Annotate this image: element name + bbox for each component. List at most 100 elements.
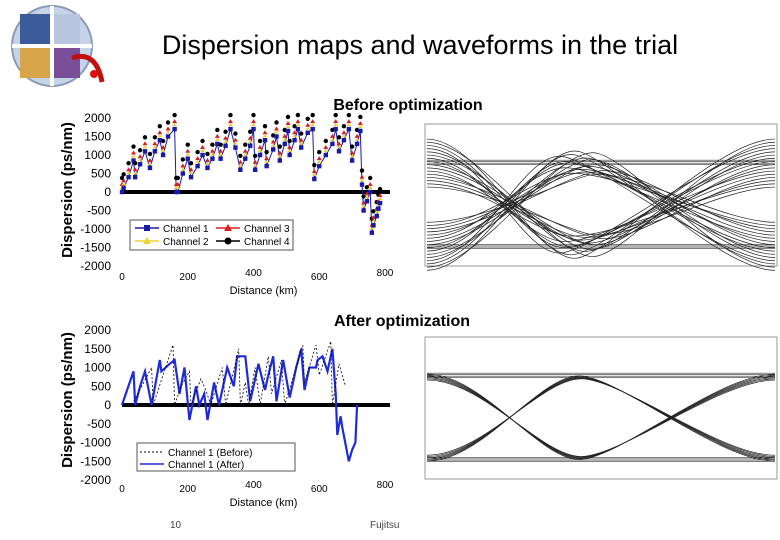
data-point-ch2 — [311, 173, 317, 177]
data-point-ch2 — [361, 204, 367, 208]
data-point-ch4 — [132, 161, 138, 166]
data-point-ch2 — [305, 126, 311, 130]
y-tick-label: 1000 — [84, 148, 111, 162]
data-point-ch2 — [264, 160, 270, 164]
data-point — [349, 158, 355, 163]
eye-trace — [426, 156, 776, 262]
data-point-ch3 — [287, 145, 293, 149]
data-point-ch3 — [214, 133, 220, 138]
data-point-ch2 — [142, 145, 148, 149]
data-point-ch3 — [200, 145, 206, 149]
data-point-ch2 — [277, 154, 283, 158]
data-point — [132, 175, 138, 180]
data-point — [282, 141, 287, 147]
data-point-ch2 — [227, 123, 233, 127]
legend-marker — [144, 225, 150, 231]
data-point — [152, 149, 158, 154]
data-point-ch2 — [287, 149, 293, 152]
data-point-ch4 — [228, 112, 233, 118]
series-line — [121, 127, 381, 233]
data-point-ch2 — [132, 171, 138, 175]
data-point-ch3 — [157, 130, 163, 135]
data-point-ch4 — [160, 138, 166, 144]
data-point — [200, 152, 205, 158]
data-point-ch2 — [316, 160, 322, 164]
eye-trace — [426, 150, 776, 271]
data-point-ch4 — [223, 129, 228, 134]
data-point-ch4 — [142, 135, 148, 140]
data-point-ch2 — [242, 152, 248, 156]
data-point-ch4 — [285, 114, 291, 120]
eye-trace — [426, 154, 776, 250]
data-point-ch3 — [165, 126, 171, 131]
x-tick-label: 0 — [119, 272, 125, 283]
data-point-ch3 — [346, 119, 352, 124]
data-point-ch2 — [262, 134, 268, 138]
data-point — [121, 186, 126, 191]
x-tick-label: 200 — [179, 272, 196, 283]
data-point-ch2 — [131, 154, 137, 158]
data-point — [346, 126, 352, 132]
legend-box — [129, 219, 294, 251]
data-point-ch4 — [310, 112, 315, 118]
data-point-ch4 — [377, 186, 383, 192]
data-point-ch3 — [175, 182, 181, 186]
data-point-ch3 — [298, 137, 304, 142]
data-point — [285, 128, 291, 134]
data-point-ch3 — [292, 130, 298, 135]
legend-label: Channel 2 — [163, 237, 209, 248]
data-point-ch2 — [188, 171, 194, 175]
x-tick-label: 0 — [119, 484, 125, 495]
data-point-ch4 — [137, 148, 143, 153]
data-point-ch3 — [361, 200, 367, 205]
logo-globe-icon — [11, 5, 105, 87]
data-point-ch2 — [152, 145, 158, 149]
data-point-ch3 — [354, 133, 360, 138]
data-point — [218, 156, 223, 161]
data-point — [165, 134, 171, 139]
y-tick-label: -1000 — [80, 222, 111, 236]
data-point-ch2 — [251, 123, 256, 127]
data-point-ch4 — [243, 142, 248, 147]
data-point-ch4 — [364, 185, 370, 190]
eye-trace — [426, 376, 776, 459]
data-point-ch3 — [359, 174, 365, 179]
x-tick-label: 600 — [311, 484, 328, 495]
eye-trace — [426, 186, 776, 236]
data-point-ch3 — [185, 148, 191, 153]
data-point-ch4 — [126, 161, 131, 166]
data-point-ch2 — [247, 139, 253, 143]
eye-trace — [426, 174, 776, 223]
data-point-ch4 — [317, 149, 322, 155]
data-point-ch4 — [238, 153, 243, 158]
data-point-ch4 — [180, 157, 186, 162]
data-point-ch3 — [147, 157, 153, 162]
eye-trace — [426, 171, 776, 230]
data-point — [251, 126, 256, 132]
data-point-ch2 — [218, 152, 224, 156]
data-point-ch4 — [298, 131, 304, 136]
y-tick-label: 2000 — [84, 111, 111, 125]
data-point-ch3 — [180, 163, 186, 168]
legend-label: Channel 3 — [244, 224, 290, 235]
data-point-ch3 — [367, 182, 373, 186]
data-point-ch3 — [223, 135, 229, 140]
data-point-ch2 — [175, 186, 181, 189]
eye-trace — [426, 157, 776, 258]
data-point — [333, 126, 338, 132]
legend-label: Channel 4 — [244, 237, 290, 248]
data-point-ch2 — [214, 137, 220, 141]
data-point-ch2 — [165, 130, 171, 134]
x-axis-label: Distance (km) — [230, 497, 298, 509]
data-point — [126, 175, 131, 180]
data-point — [238, 167, 243, 172]
data-point — [323, 152, 329, 158]
data-point-ch3 — [377, 193, 383, 198]
data-point — [317, 163, 322, 169]
data-point — [180, 171, 186, 176]
data-point-ch2 — [336, 145, 342, 149]
data-point-ch2 — [357, 124, 363, 128]
data-point — [228, 126, 233, 132]
data-point — [310, 126, 315, 132]
